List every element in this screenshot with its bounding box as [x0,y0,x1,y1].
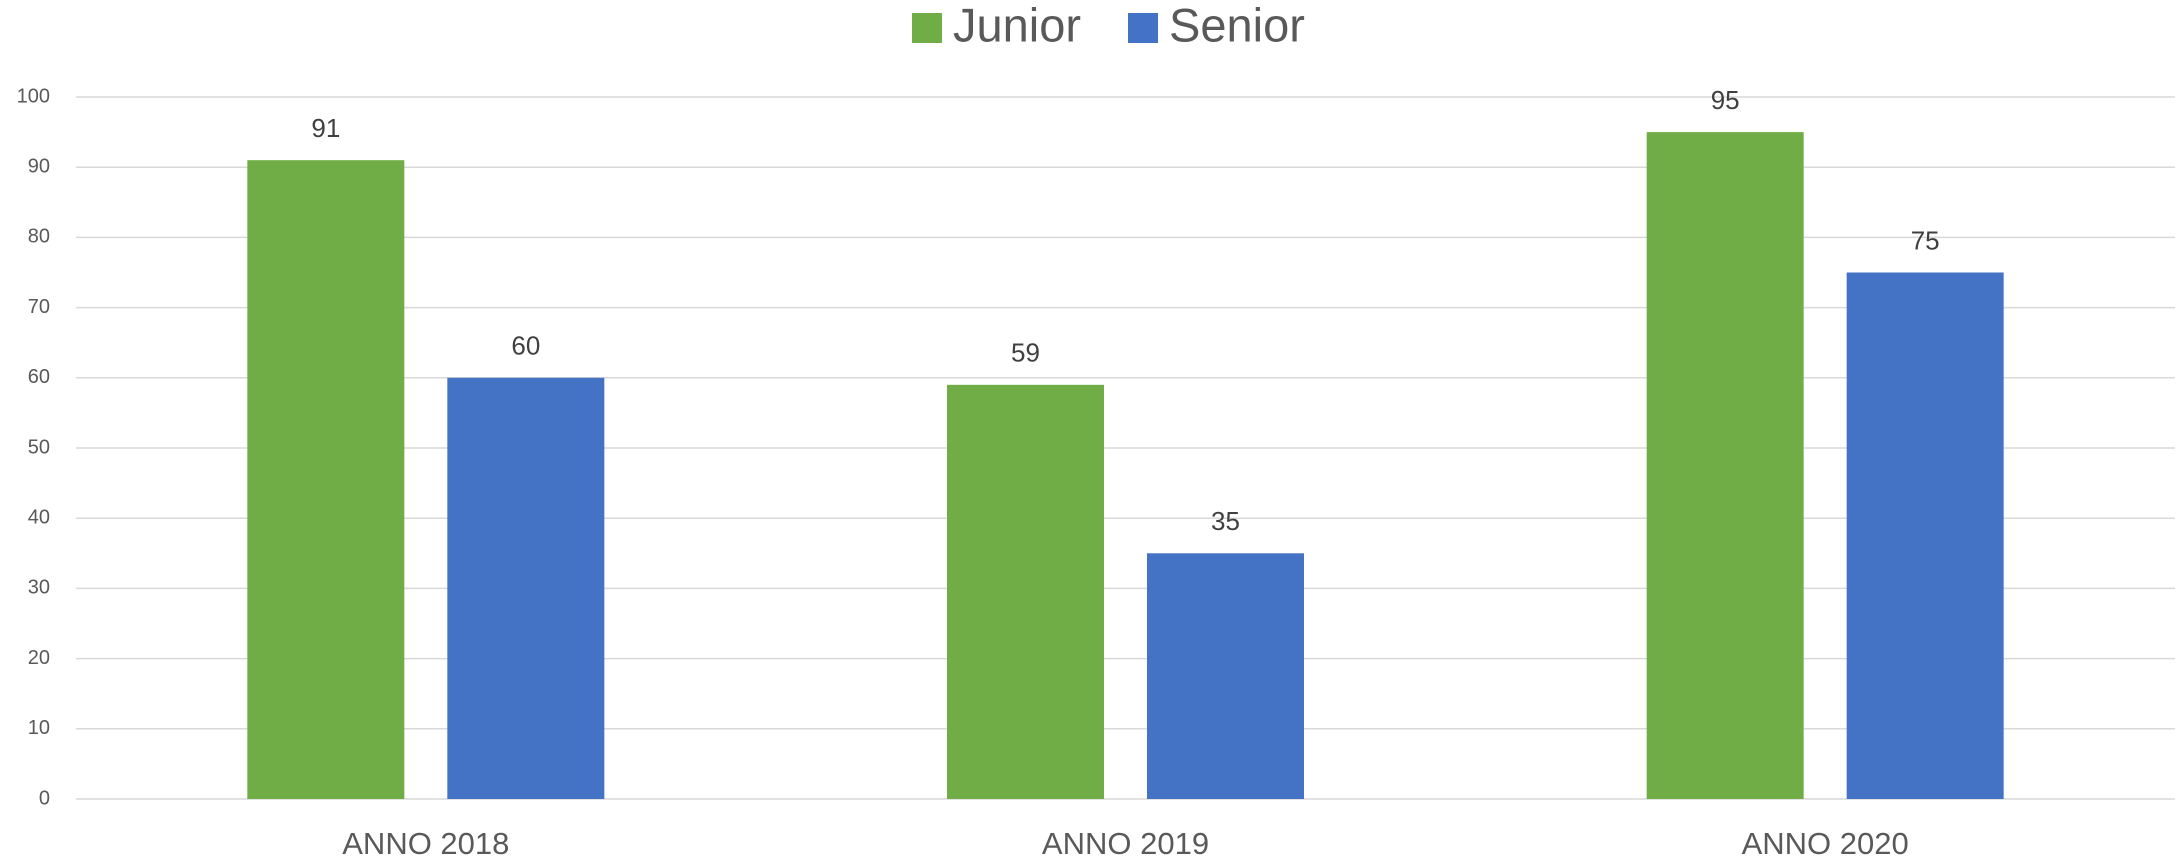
data-label: 59 [1011,338,1040,368]
y-tick-label: 80 [28,226,50,248]
x-tick-label: ANNO 2020 [1742,826,1909,861]
bar [1846,272,2004,799]
x-tick-label: ANNO 2018 [342,826,509,861]
legend-swatch [1128,13,1158,43]
y-tick-label: 20 [28,647,50,669]
y-tick-label: 0 [39,787,50,809]
y-tick-label: 100 [17,85,50,107]
y-tick-label: 50 [28,436,50,458]
bar [247,160,405,799]
legend-label: Senior [1169,0,1305,51]
y-tick-label: 70 [28,296,50,318]
y-tick-label: 40 [28,506,50,528]
legend-label: Junior [953,0,1081,51]
bar [447,377,605,799]
x-tick-label: ANNO 2019 [1042,826,1209,861]
data-label: 91 [311,113,340,143]
data-label: 75 [1911,225,1940,255]
bar [947,384,1104,799]
bar [1147,553,1304,799]
y-tick-label: 90 [28,155,50,177]
y-tick-label: 10 [28,717,50,739]
data-label: 35 [1211,506,1240,536]
y-tick-label: 60 [28,366,50,388]
bar [1646,132,1804,800]
data-label: 95 [1711,85,1740,115]
data-label: 60 [511,331,540,361]
y-tick-label: 30 [28,577,50,599]
legend-swatch [912,13,942,43]
